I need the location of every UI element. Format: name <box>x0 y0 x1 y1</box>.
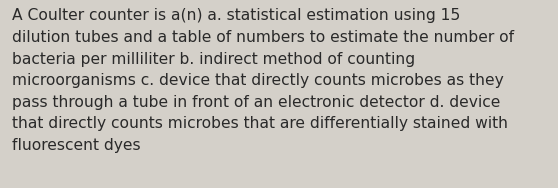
Text: A Coulter counter is a(n) a. statistical estimation using 15
dilution tubes and : A Coulter counter is a(n) a. statistical… <box>12 8 514 153</box>
